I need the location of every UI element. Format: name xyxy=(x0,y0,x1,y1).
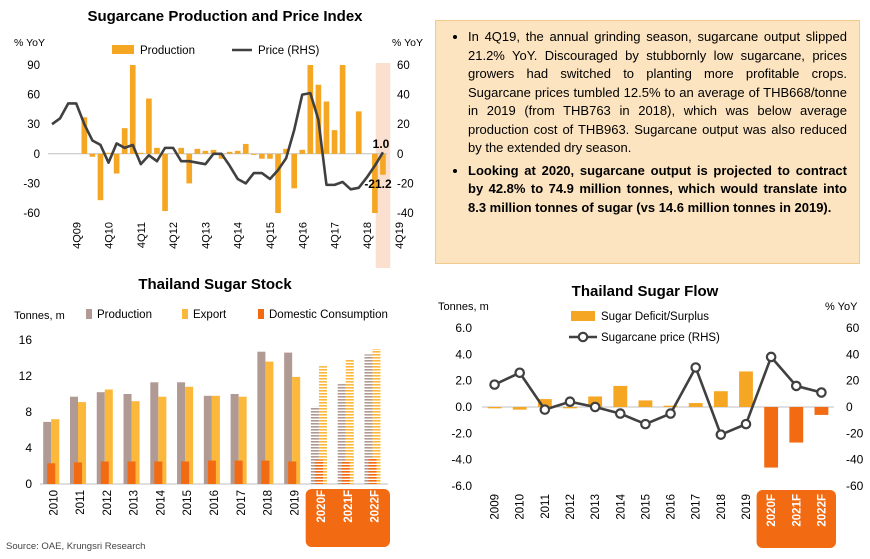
x-tick-label: 2017 xyxy=(691,494,703,520)
y-tick-label: 4.0 xyxy=(455,347,472,361)
commentary-box: In 4Q19, the annual grinding season, sug… xyxy=(435,20,860,264)
deficit-surplus-bar xyxy=(764,407,778,468)
price-marker xyxy=(792,382,800,390)
x-tick-label: 2019 xyxy=(741,494,753,520)
x-tick-label: 2012 xyxy=(565,494,577,520)
y2-tick-label: -60 xyxy=(846,479,864,493)
price-marker xyxy=(541,405,549,413)
note-bullet-2: Looking at 2020, sugarcane output is pro… xyxy=(468,162,847,218)
x-tick-label: 2016 xyxy=(666,494,678,520)
deficit-surplus-bar xyxy=(789,407,803,443)
deficit-surplus-bar xyxy=(739,371,753,407)
y2-tick-label: 0 xyxy=(846,400,853,414)
deficit-surplus-bar xyxy=(714,391,728,407)
x-tick-label: 2021F xyxy=(791,494,803,527)
price-marker xyxy=(717,430,725,438)
y-tick-label: -6.0 xyxy=(451,479,472,493)
x-tick-label: 2020F xyxy=(766,494,778,527)
y2-axis-label: % YoY xyxy=(825,301,858,313)
y-tick-label: 0.0 xyxy=(455,400,472,414)
price-marker xyxy=(817,388,825,396)
price-marker xyxy=(591,403,599,411)
x-tick-label: 2009 xyxy=(490,494,502,520)
y2-tick-label: 60 xyxy=(846,321,860,335)
y2-tick-label: 20 xyxy=(846,374,860,388)
price-marker xyxy=(742,420,750,428)
y-tick-label: -2.0 xyxy=(451,426,472,440)
price-marker xyxy=(490,380,498,388)
price-marker xyxy=(767,353,775,361)
price-marker xyxy=(641,420,649,428)
x-tick-label: 2013 xyxy=(590,494,602,520)
deficit-surplus-bar xyxy=(563,407,577,408)
price-marker xyxy=(692,363,700,371)
x-tick-label: 2018 xyxy=(716,494,728,520)
legend-swatch-deficit xyxy=(571,311,595,321)
deficit-surplus-bar xyxy=(689,403,703,407)
legend-label-deficit: Sugar Deficit/Surplus xyxy=(601,311,709,323)
deficit-surplus-bar xyxy=(613,386,627,407)
deficit-surplus-bar xyxy=(639,400,653,407)
price-marker xyxy=(616,409,624,417)
deficit-surplus-bar xyxy=(488,407,502,408)
y-tick-label: 6.0 xyxy=(455,321,472,335)
price-marker xyxy=(666,409,674,417)
y-axis-label: Tonnes, m xyxy=(438,301,489,313)
note-bullet-1: In 4Q19, the annual grinding season, sug… xyxy=(468,28,847,158)
y-tick-label: -4.0 xyxy=(451,453,472,467)
source-note: Source: OAE, Krungsri Research xyxy=(6,541,145,552)
y2-tick-label: -40 xyxy=(846,453,864,467)
x-tick-label: 2010 xyxy=(515,494,527,520)
x-tick-label: 2011 xyxy=(540,494,552,519)
y2-tick-label: -20 xyxy=(846,426,864,440)
x-tick-label: 2014 xyxy=(615,493,627,519)
deficit-surplus-bar xyxy=(513,407,527,410)
price-marker xyxy=(516,369,524,377)
legend-marker-price xyxy=(579,333,587,341)
legend-label-price: Sugarcane price (RHS) xyxy=(601,332,720,344)
price-marker xyxy=(566,398,574,406)
y2-tick-label: 40 xyxy=(846,347,860,361)
x-tick-label: 2015 xyxy=(640,494,652,520)
x-tick-label: 2022F xyxy=(816,494,828,527)
y-tick-label: 2.0 xyxy=(455,374,472,388)
deficit-surplus-bar xyxy=(815,407,829,415)
